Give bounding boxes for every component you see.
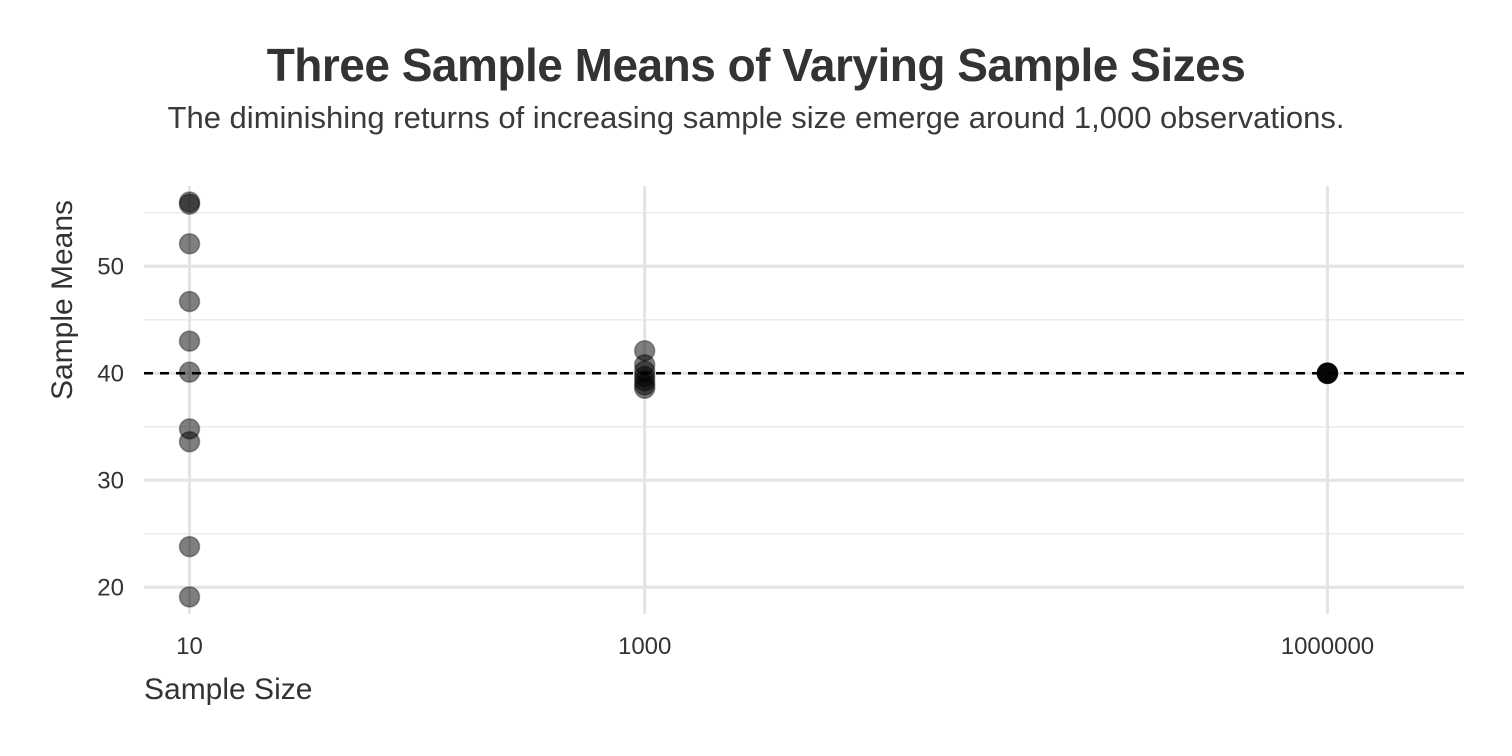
y-tick-label: 30 <box>97 467 124 494</box>
y-tick-label: 50 <box>97 253 124 280</box>
data-point <box>633 377 656 399</box>
data-point <box>178 193 201 215</box>
data-point <box>1316 362 1339 385</box>
data-point <box>178 330 201 352</box>
data-point <box>178 233 201 255</box>
chart-subtitle: The diminishing returns of increasing sa… <box>167 100 1345 135</box>
data-point <box>178 535 201 558</box>
x-axis-title: Sample Size <box>144 673 312 706</box>
y-tick-label: 40 <box>97 360 124 387</box>
y-axis-title: Sample Means <box>46 200 79 400</box>
data-point <box>178 586 201 608</box>
y-axis-ticks: 20 30 40 50 <box>97 253 124 601</box>
chart-title: Three Sample Means of Varying Sample Siz… <box>266 39 1246 91</box>
data-point <box>178 361 201 383</box>
x-tick-label: 10 <box>176 633 203 660</box>
data-point <box>178 290 201 313</box>
minor-gridlines <box>144 212 1464 535</box>
x-tick-label: 1000 <box>618 633 671 660</box>
data-points <box>178 191 1339 608</box>
data-point <box>178 430 201 453</box>
major-gridlines <box>144 186 1464 614</box>
x-axis-ticks: 10 1000 1000000 <box>176 633 1374 660</box>
y-tick-label: 20 <box>97 574 124 601</box>
x-tick-label: 1000000 <box>1281 633 1374 660</box>
